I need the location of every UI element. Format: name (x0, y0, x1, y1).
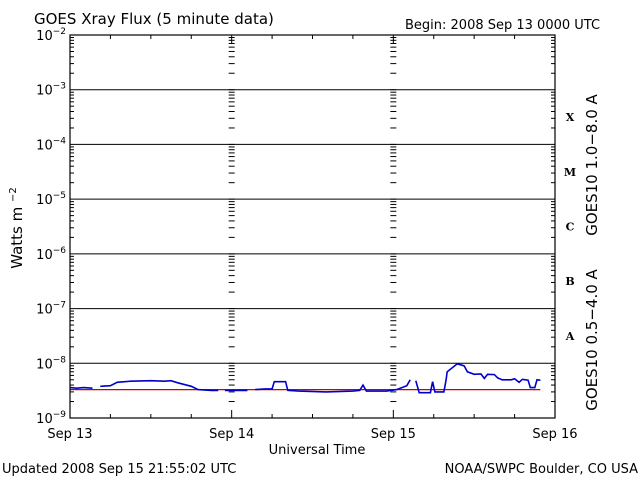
flare-class-label: M (564, 166, 576, 179)
legend-long-channel: GOES10 1.0−8.0 A (583, 93, 601, 235)
chart-title: GOES Xray Flux (5 minute data) (34, 10, 274, 28)
plot-frame (69, 34, 556, 419)
updated-label: Updated 2008 Sep 15 21:55:02 UTC (2, 462, 236, 477)
y-tick-label: 10−2 (36, 27, 66, 44)
y-tick-label: 10−6 (36, 246, 66, 263)
series-layer (69, 362, 541, 394)
y-tick-label: 10−7 (36, 301, 66, 318)
begin-label: Begin: 2008 Sep 13 0000 UTC (405, 18, 600, 33)
series-short-channel (69, 386, 93, 390)
x-tick-label: Sep 16 (532, 427, 577, 442)
series-short-channel (255, 379, 411, 393)
x-tick-label: Sep 14 (209, 427, 254, 442)
flare-class-label: B (565, 275, 574, 288)
x-tick-label: Sep 13 (47, 427, 92, 442)
x-axis-label: Universal Time (269, 443, 366, 458)
credit-label: NOAA/SWPC Boulder, CO USA (445, 462, 638, 477)
y-tick-label: 10−8 (36, 355, 66, 372)
y-tick-label: 10−4 (36, 136, 66, 153)
y-tick-label: 10−5 (36, 191, 66, 208)
legend-short-channel: GOES10 0.5−4.0 A (583, 268, 601, 410)
series-short-channel (415, 362, 541, 394)
y-tick-label: 10−9 (36, 410, 66, 427)
y-axis-label: Watts m −2 (8, 187, 26, 269)
x-tick-label: Sep 15 (371, 427, 416, 442)
series-short-channel (100, 379, 219, 392)
svg-text:Watts m −2: Watts m −2 (8, 187, 26, 269)
flare-class-label: A (565, 330, 575, 343)
flare-class-label: X (566, 111, 575, 124)
y-tick-label: 10−3 (36, 82, 66, 99)
flare-class-label: C (566, 221, 575, 234)
